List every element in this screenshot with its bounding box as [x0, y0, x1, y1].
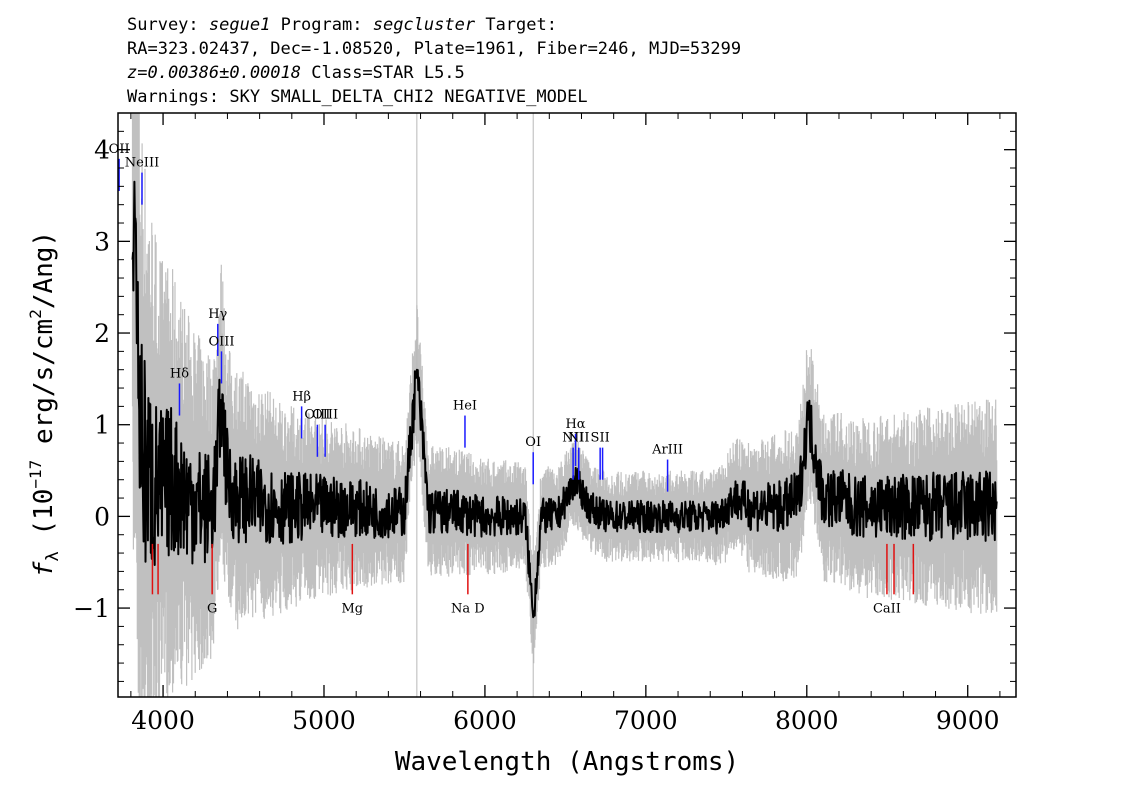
emission-label-13: SII	[591, 431, 610, 446]
emission-label-2: Hδ	[170, 366, 189, 381]
y-tick-label-3: 2	[94, 319, 110, 348]
x-tick-label-1: 5000	[292, 706, 356, 735]
header-line-1: Survey: segue1 Program: segcluster Targe…	[127, 15, 557, 35]
emission-label-10: NII	[562, 431, 584, 446]
emission-label-11: Hα	[565, 417, 585, 432]
x-tick-label-3: 7000	[614, 706, 678, 735]
spectrum-line	[131, 180, 998, 619]
absorption-label-4: Na D	[451, 601, 485, 616]
emission-label-9: OI	[525, 435, 541, 450]
y-tick-label-4: 3	[94, 227, 110, 256]
x-axis-label: Wavelength (Angstroms)	[395, 747, 739, 777]
absorption-label-2: G	[207, 601, 217, 616]
plot-frame	[117, 112, 1017, 698]
chart-header: Survey: segue1 Program: segcluster Targe…	[127, 15, 741, 107]
class-value: Class=STAR L5.5	[311, 63, 465, 83]
header-line-2: RA=323.02437, Dec=-1.08520, Plate=1961, …	[127, 39, 741, 59]
y-axis-label: fλ (10−17 erg/s/cm2/Ang)	[26, 231, 63, 577]
x-tick-label-5: 9000	[936, 706, 1000, 735]
emission-label-3: Hγ	[208, 307, 227, 322]
emission-label-7: OIII	[312, 408, 338, 423]
absorption-label-3: Mg	[341, 601, 363, 616]
emission-label-8: HeI	[453, 399, 477, 414]
x-tick-label-4: 8000	[775, 706, 839, 735]
emission-label-15: ArIII	[651, 443, 683, 458]
header-warnings: Warnings: SKY SMALL_DELTA_CHI2 NEGATIVE_…	[127, 87, 588, 107]
y-tick-label-2: 1	[94, 411, 110, 440]
absorption-label-5: CaII	[873, 601, 901, 616]
y-tick-label-0: −1	[73, 594, 110, 623]
y-tick-label-5: 4	[94, 136, 110, 165]
header-line-3: z=0.00386±0.00018 Class=STAR L5.5	[127, 63, 465, 83]
error-band	[131, 113, 998, 697]
x-tick-label-2: 6000	[453, 706, 517, 735]
redshift-value: z=0.00386±0.00018	[127, 63, 301, 83]
x-tick-label-0: 4000	[131, 706, 195, 735]
emission-label-4: OIII	[208, 334, 234, 349]
emission-label-6: OIII	[304, 408, 330, 423]
emission-label-5: Hβ	[292, 389, 311, 404]
emission-label-12: NII	[568, 431, 590, 446]
y-tick-label-1: 0	[94, 502, 110, 531]
emission-label-1: NeIII	[125, 156, 159, 171]
survey-value: segue1	[209, 15, 270, 35]
program-value: segcluster	[373, 15, 476, 35]
